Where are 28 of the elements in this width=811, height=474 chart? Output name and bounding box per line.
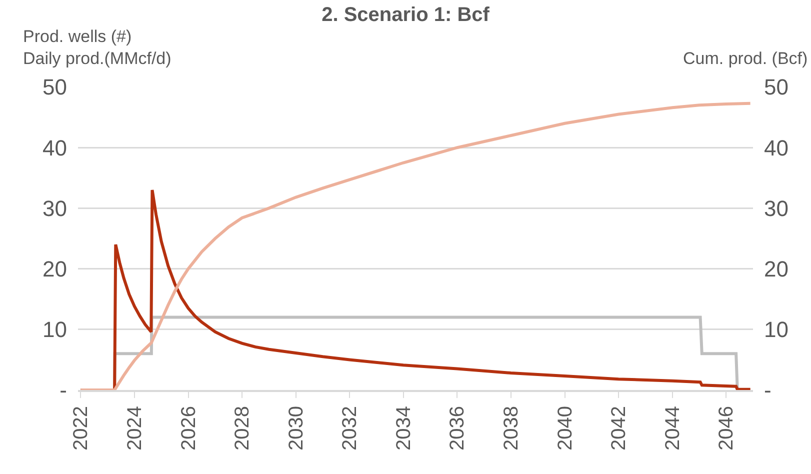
y2-tick-label: 10 <box>764 317 788 342</box>
x-tick-label: 2026 <box>178 406 200 450</box>
y2-tick-label: 50 <box>764 74 788 100</box>
y2-tick-label: 40 <box>764 135 788 160</box>
y-tick-label: - <box>60 378 67 403</box>
chart-title: 2. Scenario 1: Bcf <box>322 4 490 26</box>
x-tick-label: 2044 <box>662 406 684 450</box>
y-tick-label: 40 <box>42 135 67 160</box>
x-tick-label: 2028 <box>232 406 254 450</box>
x-tick-label: 2034 <box>392 406 415 450</box>
x-tick-label: 2040 <box>554 406 576 450</box>
y2-tick-label: - <box>764 378 772 403</box>
y-tick-label: 50 <box>42 74 67 100</box>
x-tick-label: 2036 <box>446 406 469 450</box>
x-tick-label: 2024 <box>124 406 146 450</box>
y-tick-label: 30 <box>42 196 67 221</box>
x-tick-label: 2022 <box>70 406 92 450</box>
x-tick-label: 2046 <box>716 406 738 450</box>
y-tick-label: 10 <box>42 317 67 342</box>
x-tick-label: 2042 <box>608 406 630 450</box>
y-tick-label: 20 <box>42 256 67 282</box>
y2-tick-label: 20 <box>764 256 788 282</box>
y2-axis-title: Cum. prod. (Bcf) <box>683 49 808 68</box>
x-tick-label: 2030 <box>285 406 308 450</box>
y-axis-title: Prod. wells (#) Daily prod.(MMcf/d) <box>23 27 172 68</box>
x-tick-label: 2038 <box>500 406 522 450</box>
x-tick-label: 2032 <box>339 406 362 450</box>
y2-tick-label: 30 <box>764 196 788 221</box>
